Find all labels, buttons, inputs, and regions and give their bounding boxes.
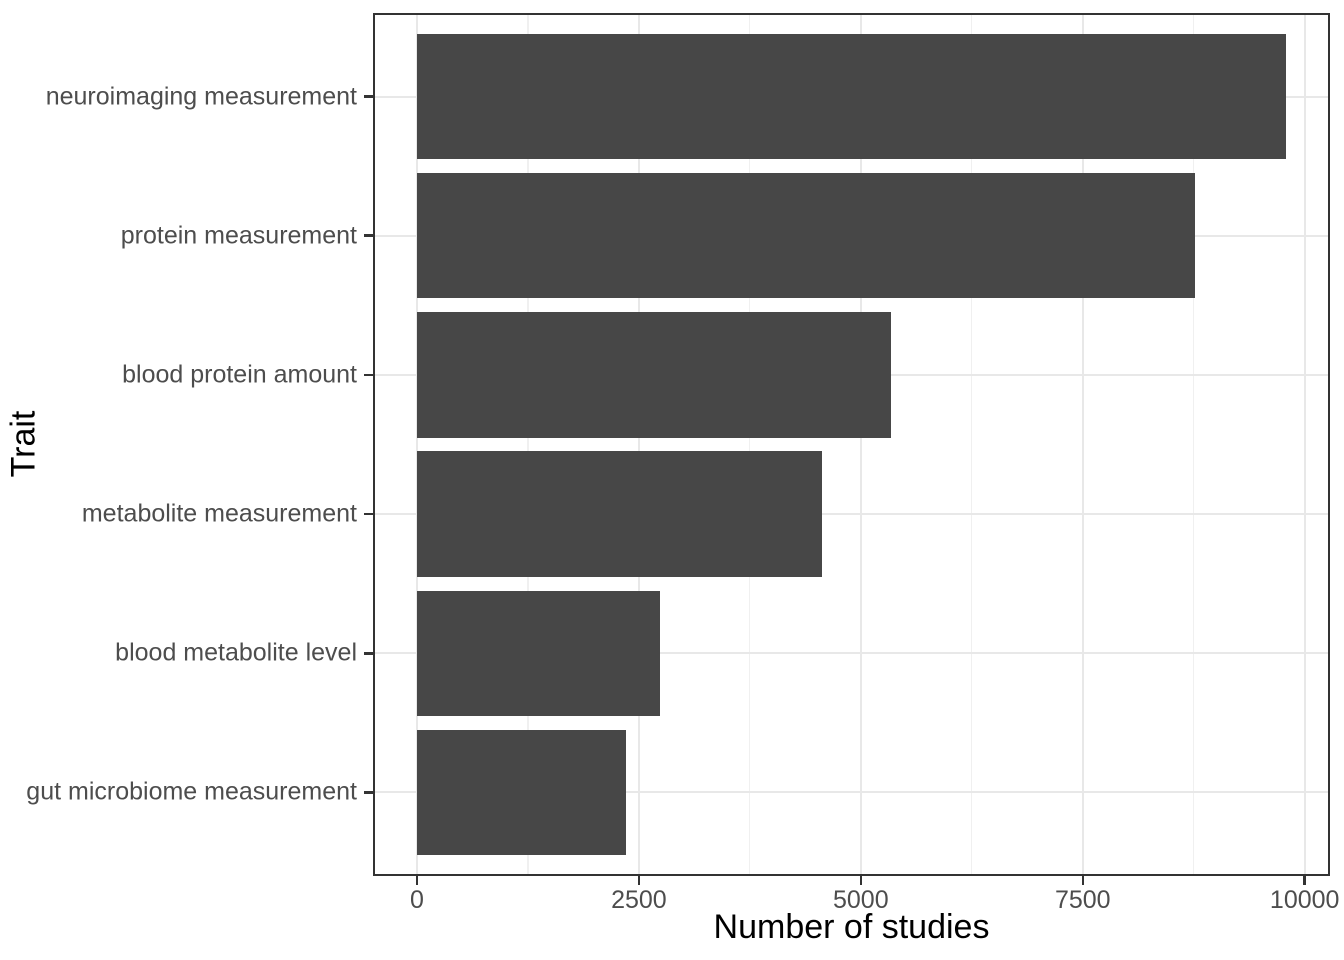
bar <box>416 729 626 856</box>
gridline-minor-x <box>971 13 973 876</box>
x-axis-title: Number of studies <box>713 908 990 946</box>
gridline-major-x <box>1303 13 1306 876</box>
x-tick-mark <box>1081 876 1084 885</box>
gridline-minor-x <box>527 13 529 876</box>
y-axis: neuroimaging measurement protein measurem… <box>0 0 357 960</box>
y-tick-label: metabolite measurement <box>81 499 357 528</box>
y-tick-label: neuroimaging measurement <box>45 82 357 111</box>
x-tick-mark <box>1303 876 1306 885</box>
x-tick-label: 10000 <box>1269 886 1340 914</box>
x-tick-mark <box>637 876 641 885</box>
y-tick-label: gut microbiome measurement <box>26 777 357 806</box>
bar <box>416 173 1195 299</box>
x-tick-mark <box>859 876 863 885</box>
y-tick-mark <box>364 373 373 377</box>
gridline-major-x <box>637 13 640 876</box>
plot-panel <box>373 13 1330 876</box>
y-tick-label: blood protein amount <box>122 360 357 389</box>
y-tick-mark <box>364 512 373 516</box>
x-tick-label: 5000 <box>833 886 889 914</box>
gridline-major-y <box>373 652 1330 655</box>
bar <box>416 33 1286 160</box>
y-tick-mark <box>364 791 373 794</box>
y-tick-label: protein measurement <box>120 221 357 250</box>
gridline-major-x <box>859 13 862 876</box>
bar <box>416 590 660 716</box>
x-tick-label: 0 <box>409 886 424 914</box>
bar <box>416 451 822 577</box>
gridline-major-y <box>373 513 1330 516</box>
y-tick-mark <box>364 234 373 237</box>
gridline-major-x <box>415 13 418 876</box>
gridline-major-y <box>373 791 1330 794</box>
gridline-minor-x <box>1193 13 1195 876</box>
gridline-minor-x <box>749 13 751 876</box>
x-tick-label: 7500 <box>1054 886 1111 914</box>
x-tick-label: 2500 <box>611 886 667 914</box>
bar <box>416 312 891 438</box>
y-tick-mark <box>364 652 373 655</box>
gridline-major-x <box>1081 13 1084 876</box>
x-tick-mark <box>415 876 419 885</box>
y-tick-label: blood metabolite level <box>115 638 357 667</box>
y-tick-mark <box>364 95 373 98</box>
